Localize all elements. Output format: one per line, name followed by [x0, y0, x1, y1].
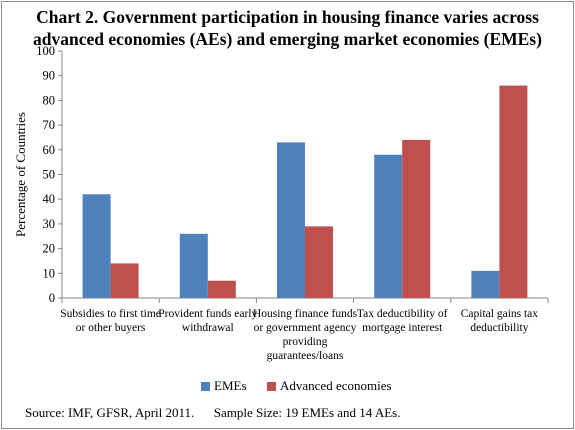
x-tick-label-line: guarantees/loans [267, 350, 344, 362]
legend-item-emes: EMEs [201, 378, 247, 394]
x-tick-label-line: mortgage interest [362, 322, 443, 334]
y-tick-label: 50 [43, 168, 56, 182]
bar-advanced-economies [402, 139, 431, 298]
bar-emes [471, 270, 500, 298]
x-tick-label-line: Housing finance funds [253, 308, 358, 320]
y-tick-label: 0 [49, 291, 55, 305]
bar-emes [179, 233, 208, 298]
y-tick-label: 10 [43, 266, 56, 280]
x-tick-label-line: withdrawal [182, 322, 234, 334]
x-tick-label-line: Provident funds early [158, 308, 257, 320]
y-tick-label: 100 [36, 44, 55, 58]
y-tick-label: 80 [43, 93, 56, 107]
legend-label-advanced-economies: Advanced economies [280, 378, 392, 393]
bar-emes [277, 142, 305, 298]
legend-swatch-emes [201, 381, 210, 391]
legend-label-emes: EMEs [214, 378, 247, 393]
bar-advanced-economies [110, 263, 139, 298]
y-axis-title: Percentage of Countries [13, 112, 28, 237]
y-tick-label: 40 [43, 192, 56, 206]
x-tick-label-line: Tax deductibility of [357, 308, 448, 320]
x-tick-label: Capital gains tax deductibility [461, 308, 539, 334]
x-tick-label: Tax deductibility of mortgage interest [357, 308, 448, 334]
x-tick-label-line: Capital gains tax [461, 308, 539, 320]
bar-emes [82, 194, 111, 298]
y-tick-label: 70 [43, 118, 56, 132]
x-tick-label-line: or other buyers [76, 322, 146, 334]
chart-title: Chart 2. Government participation in hou… [0, 6, 575, 50]
chart-title-line-1: Chart 2. Government participation in hou… [36, 7, 539, 27]
y-tick-label: 30 [43, 217, 56, 231]
x-tick-label-line: providing [283, 336, 328, 348]
y-tick-label: 60 [43, 143, 56, 157]
x-tick-label-line: deductibility [470, 322, 528, 334]
x-tick-label: Provident funds early withdrawal [158, 308, 257, 334]
legend-item-advanced-economies: Advanced economies [267, 378, 392, 394]
bar-advanced-economies [207, 280, 236, 298]
source-note: Source: IMF, GFSR, April 2011. Sample Si… [25, 405, 401, 420]
x-tick-label: Housing finance funds or government agenc… [253, 308, 358, 362]
bar-emes [374, 154, 403, 298]
bar-advanced-economies [499, 85, 528, 298]
chart-title-line-2: advanced economies (AEs) and emerging ma… [33, 29, 542, 49]
x-tick-label-line: or government agency [254, 322, 357, 334]
x-tick-label: Subsidies to first time or other buyers [60, 308, 161, 334]
y-tick-label: 20 [43, 242, 56, 256]
x-tick-label-line: Subsidies to first time [60, 308, 161, 320]
bar-advanced-economies [305, 226, 333, 298]
y-tick-label: 90 [43, 69, 56, 83]
legend-swatch-advanced-economies [267, 381, 276, 391]
